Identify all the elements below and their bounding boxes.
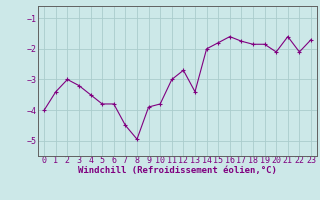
X-axis label: Windchill (Refroidissement éolien,°C): Windchill (Refroidissement éolien,°C) <box>78 166 277 175</box>
